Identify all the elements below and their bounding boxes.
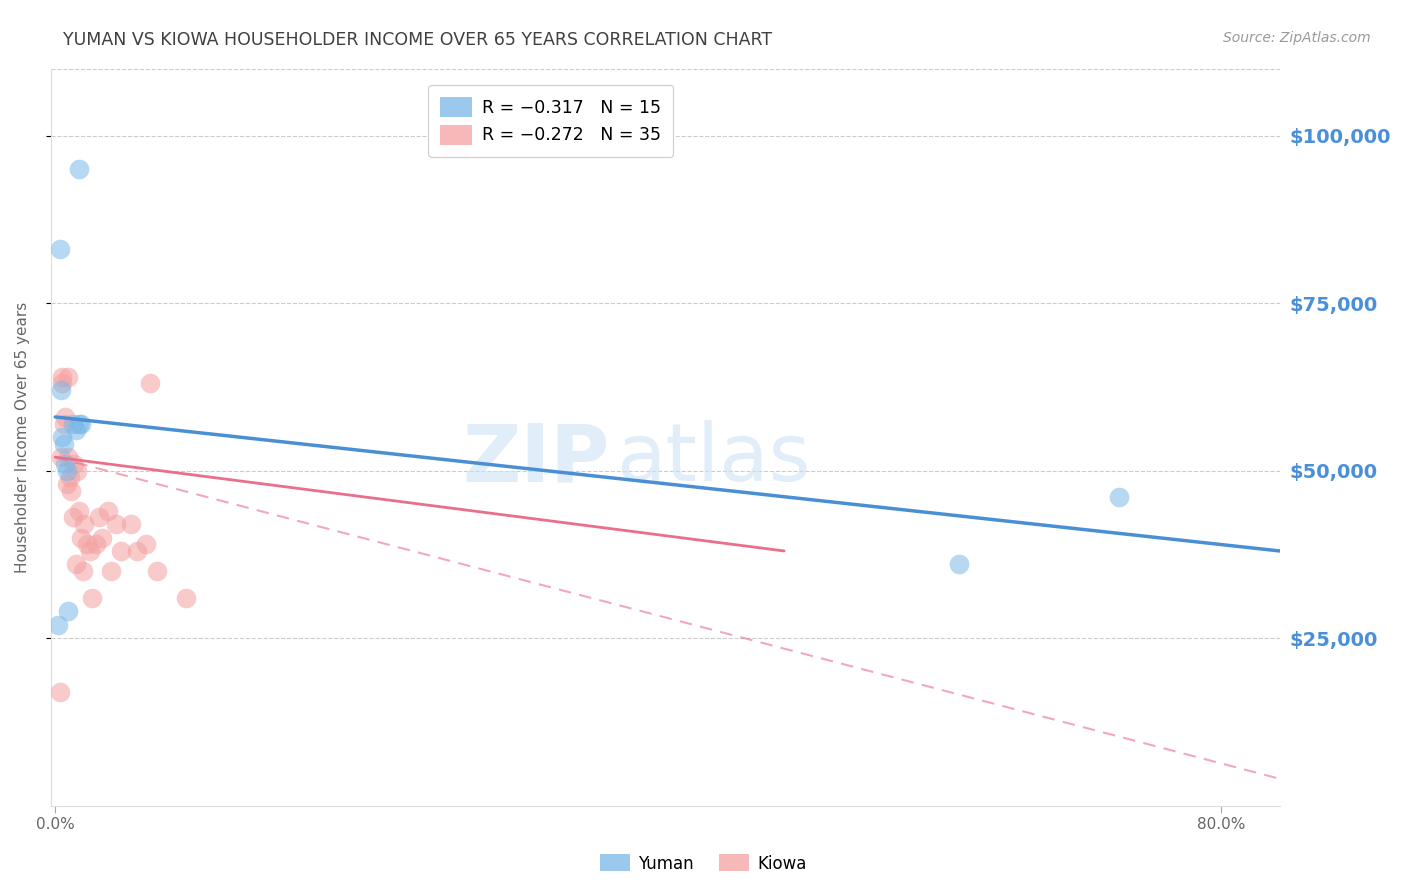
Text: atlas: atlas	[616, 420, 810, 498]
Yuman	[62, 417, 84, 431]
Yuman	[67, 417, 90, 431]
Yuman	[1108, 491, 1130, 505]
Yuman	[55, 457, 77, 471]
Kiowa	[49, 450, 72, 465]
Kiowa	[58, 369, 80, 384]
Kiowa	[90, 531, 112, 545]
Kiowa	[73, 517, 96, 532]
Kiowa	[56, 477, 79, 491]
Kiowa	[139, 376, 162, 391]
Kiowa	[97, 504, 120, 518]
Kiowa	[176, 591, 198, 605]
Kiowa	[72, 564, 94, 578]
Yuman	[48, 243, 70, 257]
Kiowa	[70, 531, 93, 545]
Kiowa	[62, 510, 84, 524]
Kiowa	[58, 450, 80, 465]
Kiowa	[48, 684, 70, 698]
Kiowa	[135, 537, 157, 551]
Kiowa	[52, 417, 75, 431]
Kiowa	[146, 564, 169, 578]
Kiowa	[59, 470, 82, 484]
Text: Source: ZipAtlas.com: Source: ZipAtlas.com	[1223, 31, 1371, 45]
Kiowa	[125, 544, 148, 558]
Yuman	[52, 436, 75, 450]
Kiowa	[76, 537, 98, 551]
Kiowa	[63, 457, 86, 471]
Yuman	[51, 430, 73, 444]
Text: YUMAN VS KIOWA HOUSEHOLDER INCOME OVER 65 YEARS CORRELATION CHART: YUMAN VS KIOWA HOUSEHOLDER INCOME OVER 6…	[63, 31, 772, 49]
Yuman	[65, 423, 87, 437]
Yuman	[58, 604, 80, 618]
Kiowa	[80, 591, 103, 605]
Yuman	[56, 464, 79, 478]
Kiowa	[55, 409, 77, 424]
Kiowa	[84, 537, 107, 551]
Kiowa	[60, 483, 83, 498]
Kiowa	[110, 544, 132, 558]
Kiowa	[100, 564, 122, 578]
Yuman	[46, 617, 69, 632]
Kiowa	[79, 544, 101, 558]
Yuman	[948, 558, 970, 572]
Kiowa	[87, 510, 110, 524]
Yuman	[70, 417, 93, 431]
Kiowa	[65, 558, 87, 572]
Text: ZIP: ZIP	[463, 420, 610, 498]
Legend: R = −0.317   N = 15, R = −0.272   N = 35: R = −0.317 N = 15, R = −0.272 N = 35	[429, 85, 673, 157]
Kiowa	[120, 517, 142, 532]
Yuman	[49, 383, 72, 397]
Kiowa	[51, 376, 73, 391]
Kiowa	[66, 464, 89, 478]
Kiowa	[67, 504, 90, 518]
Legend: Yuman, Kiowa: Yuman, Kiowa	[593, 847, 813, 880]
Y-axis label: Householder Income Over 65 years: Householder Income Over 65 years	[15, 301, 30, 573]
Kiowa	[105, 517, 128, 532]
Yuman	[67, 161, 90, 176]
Kiowa	[51, 369, 73, 384]
